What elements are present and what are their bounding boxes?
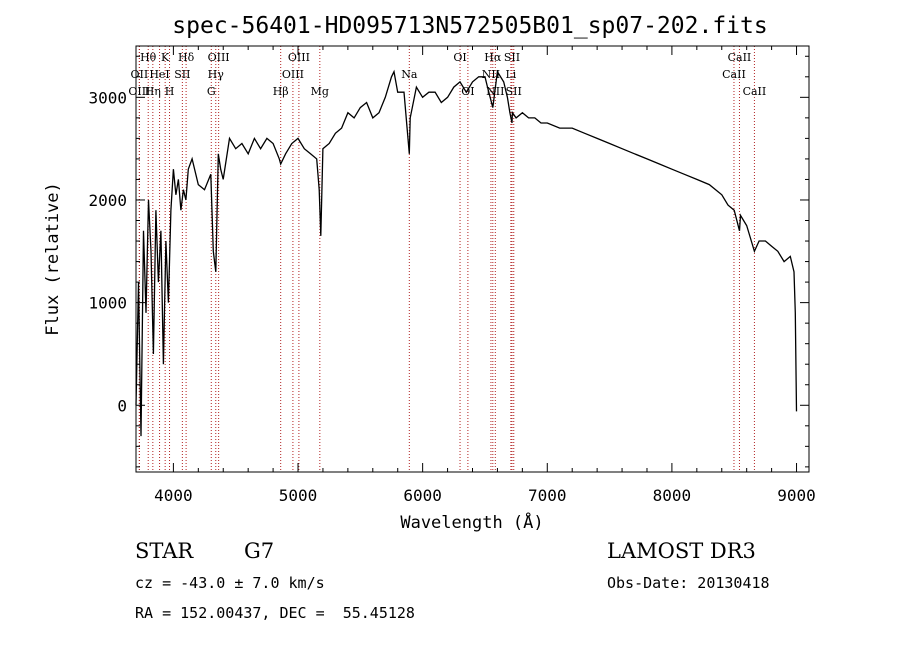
line-label: Hα (484, 51, 502, 64)
y-tick-label: 2000 (88, 191, 127, 210)
line-label: OIII (208, 51, 230, 64)
plot-frame (135, 45, 810, 473)
spectrum-series (135, 69, 798, 437)
line-label: Hβ (273, 85, 289, 98)
x-tick-label: 5000 (279, 486, 318, 505)
line-label: OIII (282, 68, 304, 81)
line-label: Hγ (208, 68, 225, 81)
line-label: CaII (743, 85, 767, 98)
coordinates-text: RA = 152.00437, DEC = 55.45128 (135, 604, 415, 622)
line-label: OIII (288, 51, 310, 64)
line-label: Hη (145, 85, 161, 98)
object-class: STAR (135, 539, 194, 563)
y-tick-label: 1000 (88, 294, 127, 313)
chart-title: spec-56401-HD095713N572505B01_sp07-202.f… (172, 13, 767, 39)
line-label: Hδ (178, 51, 195, 64)
line-label: NII (486, 85, 504, 98)
line-label: HeI (149, 68, 169, 81)
line-label: Li (505, 68, 516, 81)
line-label: OI (461, 85, 474, 98)
line-label: OII (131, 68, 149, 81)
spectrum-line (135, 69, 798, 437)
x-tick-label: 7000 (528, 486, 567, 505)
x-tick-label: 6000 (403, 486, 442, 505)
x-tick-label: 4000 (154, 486, 193, 505)
line-labels: Hθ OII OIII K H HeI SII Hη Hδ OIII Hγ G Hβ OIII OIII Mg… (128, 51, 766, 98)
line-label: SII (174, 68, 190, 81)
y-tick-label: 0 (117, 396, 127, 415)
survey-name: LAMOST DR3 (607, 539, 756, 563)
x-axis-label: Wavelength (Å) (400, 511, 543, 533)
line-label: OI (453, 51, 466, 64)
line-markers (138, 46, 755, 472)
line-label: SII (506, 85, 522, 98)
y-tick-label: 3000 (88, 88, 127, 107)
object-subclass: G7 (244, 539, 275, 563)
x-tick-label: 9000 (777, 486, 816, 505)
obs-date: Obs-Date: 20130418 (607, 574, 770, 592)
line-label: H (165, 85, 175, 98)
line-label: Hθ (140, 51, 157, 64)
line-label: Na (401, 68, 418, 81)
line-label: CaII (728, 51, 752, 64)
y-axis-label: Flux (relative) (43, 182, 63, 336)
redshift-text: cz = -43.0 ± 7.0 km/s (135, 574, 325, 592)
line-label: SII (504, 51, 520, 64)
line-label: Mg (311, 85, 329, 98)
line-label: K (161, 51, 170, 64)
line-label: CaII (722, 68, 746, 81)
line-label: OIII (128, 85, 150, 98)
line-label: G (207, 85, 216, 98)
axis-ticks: 4000 5000 6000 7000 8000 9000 0 1000 2000 3000 (88, 46, 816, 505)
x-tick-label: 8000 (653, 486, 692, 505)
line-label: NII (482, 68, 500, 81)
